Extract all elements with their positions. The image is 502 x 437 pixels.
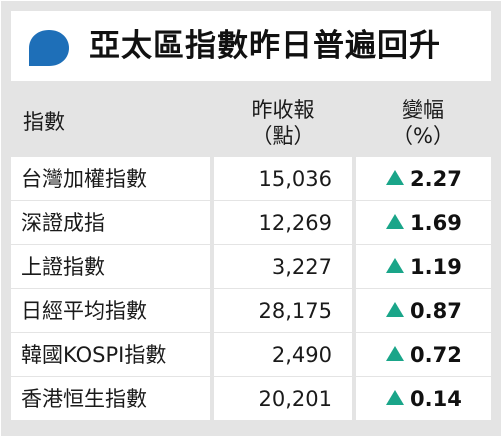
change-group: 0.72 (386, 342, 462, 368)
up-arrow-icon (386, 345, 404, 361)
change-group: 1.69 (386, 210, 462, 236)
header-change-unit: （%） (392, 124, 454, 148)
close-cell: 3,227 (214, 245, 352, 288)
change-value: 1.19 (410, 255, 462, 279)
index-name: 日經平均指數 (21, 299, 147, 323)
change-cell: 1.69 (356, 201, 491, 244)
table-row: 日經平均指數 28,175 0.87 (11, 289, 491, 333)
up-arrow-icon (386, 301, 404, 317)
change-cell: 0.87 (356, 289, 491, 332)
change-group: 1.19 (386, 254, 462, 280)
table-row: 韓國KOSPI指數 2,490 0.72 (11, 333, 491, 377)
name-cell: 上證指數 (11, 245, 210, 288)
header-change-label: 變幅 (402, 98, 444, 122)
index-name: 韓國KOSPI指數 (21, 343, 167, 367)
name-cell: 香港恒生指數 (11, 377, 210, 420)
close-value: 20,201 (258, 387, 332, 411)
header-close: 昨收報 （點） (213, 97, 353, 149)
table-body: 台灣加權指數 15,036 2.27 深證成指 12,269 1.69 (11, 157, 491, 421)
name-cell: 台灣加權指數 (11, 157, 210, 200)
up-arrow-icon (386, 257, 404, 273)
change-cell: 0.72 (356, 333, 491, 376)
name-cell: 日經平均指數 (11, 289, 210, 332)
up-arrow-icon (386, 169, 404, 185)
change-value: 1.69 (410, 211, 462, 235)
table-title: 亞太區指數昨日普遍回升 (89, 28, 441, 64)
change-cell: 0.14 (356, 377, 491, 420)
name-cell: 深證成指 (11, 201, 210, 244)
header-change: 變幅 （%） (355, 97, 491, 149)
close-value: 12,269 (258, 211, 332, 235)
change-cell: 1.19 (356, 245, 491, 288)
change-value: 0.72 (410, 343, 462, 367)
index-name: 深證成指 (21, 211, 105, 235)
header-close-unit: （點） (251, 124, 315, 148)
change-cell: 2.27 (356, 157, 491, 200)
index-name: 香港恒生指數 (21, 387, 147, 411)
table-header: 指數 昨收報 （點） 變幅 （%） (11, 93, 491, 153)
close-cell: 28,175 (214, 289, 352, 332)
index-name: 上證指數 (21, 255, 105, 279)
close-value: 3,227 (271, 255, 332, 279)
change-value: 0.87 (410, 299, 462, 323)
close-cell: 12,269 (214, 201, 352, 244)
up-arrow-icon (386, 389, 404, 405)
up-arrow-icon (386, 213, 404, 229)
change-group: 0.87 (386, 298, 462, 324)
speech-bubble-icon (29, 30, 69, 66)
change-group: 2.27 (386, 166, 462, 192)
close-cell: 15,036 (214, 157, 352, 200)
close-cell: 20,201 (214, 377, 352, 420)
table-row: 深證成指 12,269 1.69 (11, 201, 491, 245)
change-value: 0.14 (410, 387, 462, 411)
header-index: 指數 (23, 110, 65, 134)
change-value: 2.27 (410, 167, 462, 191)
header-close-label: 昨收報 (251, 98, 315, 122)
name-cell: 韓國KOSPI指數 (11, 333, 210, 376)
close-cell: 2,490 (214, 333, 352, 376)
change-group: 0.14 (386, 386, 462, 412)
table-row: 台灣加權指數 15,036 2.27 (11, 157, 491, 201)
close-value: 28,175 (258, 299, 332, 323)
table-row: 香港恒生指數 20,201 0.14 (11, 377, 491, 421)
table-row: 上證指數 3,227 1.19 (11, 245, 491, 289)
close-value: 2,490 (271, 343, 332, 367)
title-bar: 亞太區指數昨日普遍回升 (11, 11, 491, 81)
index-name: 台灣加權指數 (21, 167, 147, 191)
close-value: 15,036 (258, 167, 332, 191)
